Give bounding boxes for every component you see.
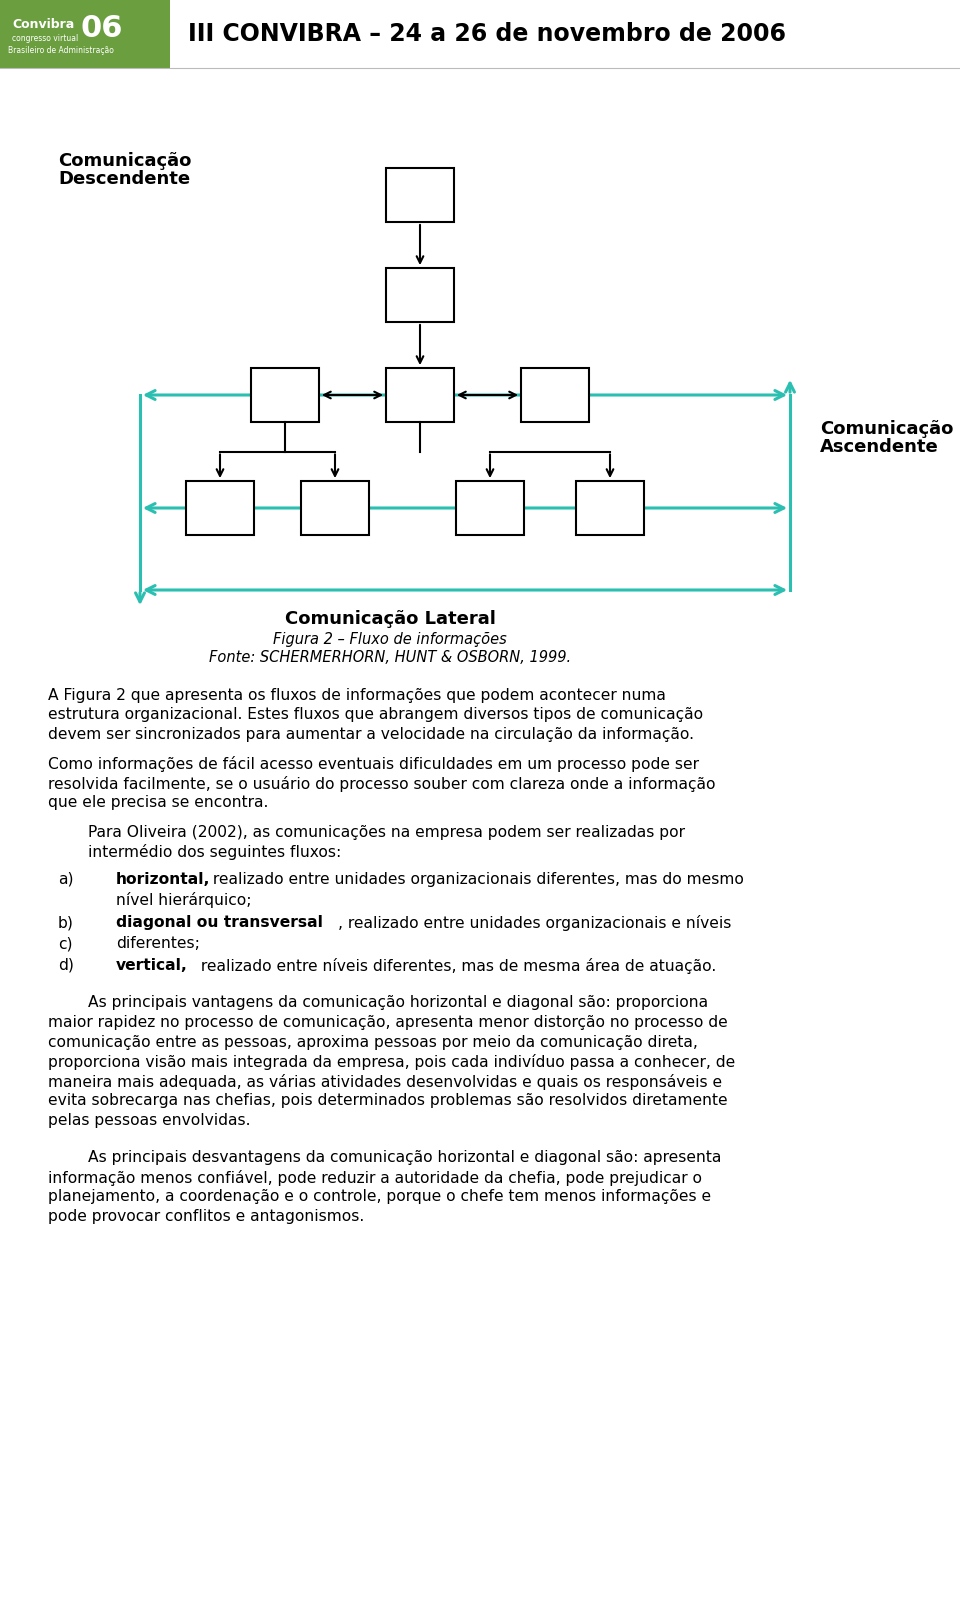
Text: Fonte: SCHERMERHORN, HUNT & OSBORN, 1999.: Fonte: SCHERMERHORN, HUNT & OSBORN, 1999… xyxy=(209,650,571,666)
Text: resolvida facilmente, se o usuário do processo souber com clareza onde a informa: resolvida facilmente, se o usuário do pr… xyxy=(48,776,715,792)
Text: As principais desvantagens da comunicação horizontal e diagonal são: apresenta: As principais desvantagens da comunicaçã… xyxy=(88,1150,721,1165)
Text: III CONVIBRA – 24 a 26 de novembro de 2006: III CONVIBRA – 24 a 26 de novembro de 20… xyxy=(188,22,786,47)
Text: Convibra: Convibra xyxy=(12,18,74,30)
Text: Comunicação: Comunicação xyxy=(58,152,191,170)
Text: horizontal,: horizontal, xyxy=(116,873,210,887)
Text: estrutura organizacional. Estes fluxos que abrangem diversos tipos de comunicaçã: estrutura organizacional. Estes fluxos q… xyxy=(48,707,703,722)
Text: b): b) xyxy=(58,914,74,930)
Text: diagonal ou transversal: diagonal ou transversal xyxy=(116,914,323,930)
Bar xyxy=(386,168,454,221)
Bar xyxy=(301,481,369,536)
Text: vertical,: vertical, xyxy=(116,958,188,974)
Text: pode provocar conflitos e antagonismos.: pode provocar conflitos e antagonismos. xyxy=(48,1208,364,1224)
Text: comunicação entre as pessoas, aproxima pessoas por meio da comunicação direta,: comunicação entre as pessoas, aproxima p… xyxy=(48,1035,698,1049)
Text: d): d) xyxy=(58,958,74,974)
Bar xyxy=(0,0,170,67)
Text: que ele precisa se encontra.: que ele precisa se encontra. xyxy=(48,796,269,810)
Text: 06: 06 xyxy=(80,14,123,43)
Bar xyxy=(186,481,254,536)
Text: Figura 2 – Fluxo de informações: Figura 2 – Fluxo de informações xyxy=(274,632,507,646)
Text: Comunicação Lateral: Comunicação Lateral xyxy=(284,610,495,629)
Bar xyxy=(456,481,524,536)
Text: As principais vantagens da comunicação horizontal e diagonal são: proporciona: As principais vantagens da comunicação h… xyxy=(88,996,708,1011)
Text: diferentes;: diferentes; xyxy=(116,937,200,951)
Text: Comunicação: Comunicação xyxy=(820,420,953,438)
Text: c): c) xyxy=(58,937,73,951)
Bar xyxy=(251,367,319,422)
Text: realizado entre níveis diferentes, mas de mesma área de atuação.: realizado entre níveis diferentes, mas d… xyxy=(196,958,716,974)
Text: Ascendente: Ascendente xyxy=(820,438,939,456)
Text: A Figura 2 que apresenta os fluxos de informações que podem acontecer numa: A Figura 2 que apresenta os fluxos de in… xyxy=(48,688,666,703)
Bar xyxy=(521,367,589,422)
Text: maneira mais adequada, as várias atividades desenvolvidas e quais os responsávei: maneira mais adequada, as várias ativida… xyxy=(48,1073,722,1089)
Text: nível hierárquico;: nível hierárquico; xyxy=(116,892,252,908)
Text: informação menos confiável, pode reduzir a autoridade da chefia, pode prejudicar: informação menos confiável, pode reduzir… xyxy=(48,1169,702,1185)
Text: proporciona visão mais integrada da empresa, pois cada indivíduo passa a conhece: proporciona visão mais integrada da empr… xyxy=(48,1054,735,1070)
Text: maior rapidez no processo de comunicação, apresenta menor distorção no processo : maior rapidez no processo de comunicação… xyxy=(48,1015,728,1030)
Text: Brasileiro de Administração: Brasileiro de Administração xyxy=(8,47,114,55)
Text: , realizado entre unidades organizacionais e níveis: , realizado entre unidades organizaciona… xyxy=(338,914,732,930)
Text: congresso virtual: congresso virtual xyxy=(12,34,79,43)
Bar xyxy=(386,268,454,322)
Text: planejamento, a coordenação e o controle, porque o chefe tem menos informações e: planejamento, a coordenação e o controle… xyxy=(48,1189,711,1205)
Text: devem ser sincronizados para aumentar a velocidade na circulação da informação.: devem ser sincronizados para aumentar a … xyxy=(48,727,694,743)
Text: a): a) xyxy=(58,873,74,887)
Text: intermédio dos seguintes fluxos:: intermédio dos seguintes fluxos: xyxy=(88,844,341,860)
Bar xyxy=(576,481,644,536)
Text: Como informações de fácil acesso eventuais dificuldades em um processo pode ser: Como informações de fácil acesso eventua… xyxy=(48,757,699,773)
Text: pelas pessoas envolvidas.: pelas pessoas envolvidas. xyxy=(48,1113,251,1128)
Text: evita sobrecarga nas chefias, pois determinados problemas são resolvidos diretam: evita sobrecarga nas chefias, pois deter… xyxy=(48,1092,728,1108)
Text: Descendente: Descendente xyxy=(58,170,190,188)
Bar xyxy=(386,367,454,422)
Text: realizado entre unidades organizacionais diferentes, mas do mesmo: realizado entre unidades organizacionais… xyxy=(208,873,744,887)
Text: Para Oliveira (2002), as comunicações na empresa podem ser realizadas por: Para Oliveira (2002), as comunicações na… xyxy=(88,824,685,840)
